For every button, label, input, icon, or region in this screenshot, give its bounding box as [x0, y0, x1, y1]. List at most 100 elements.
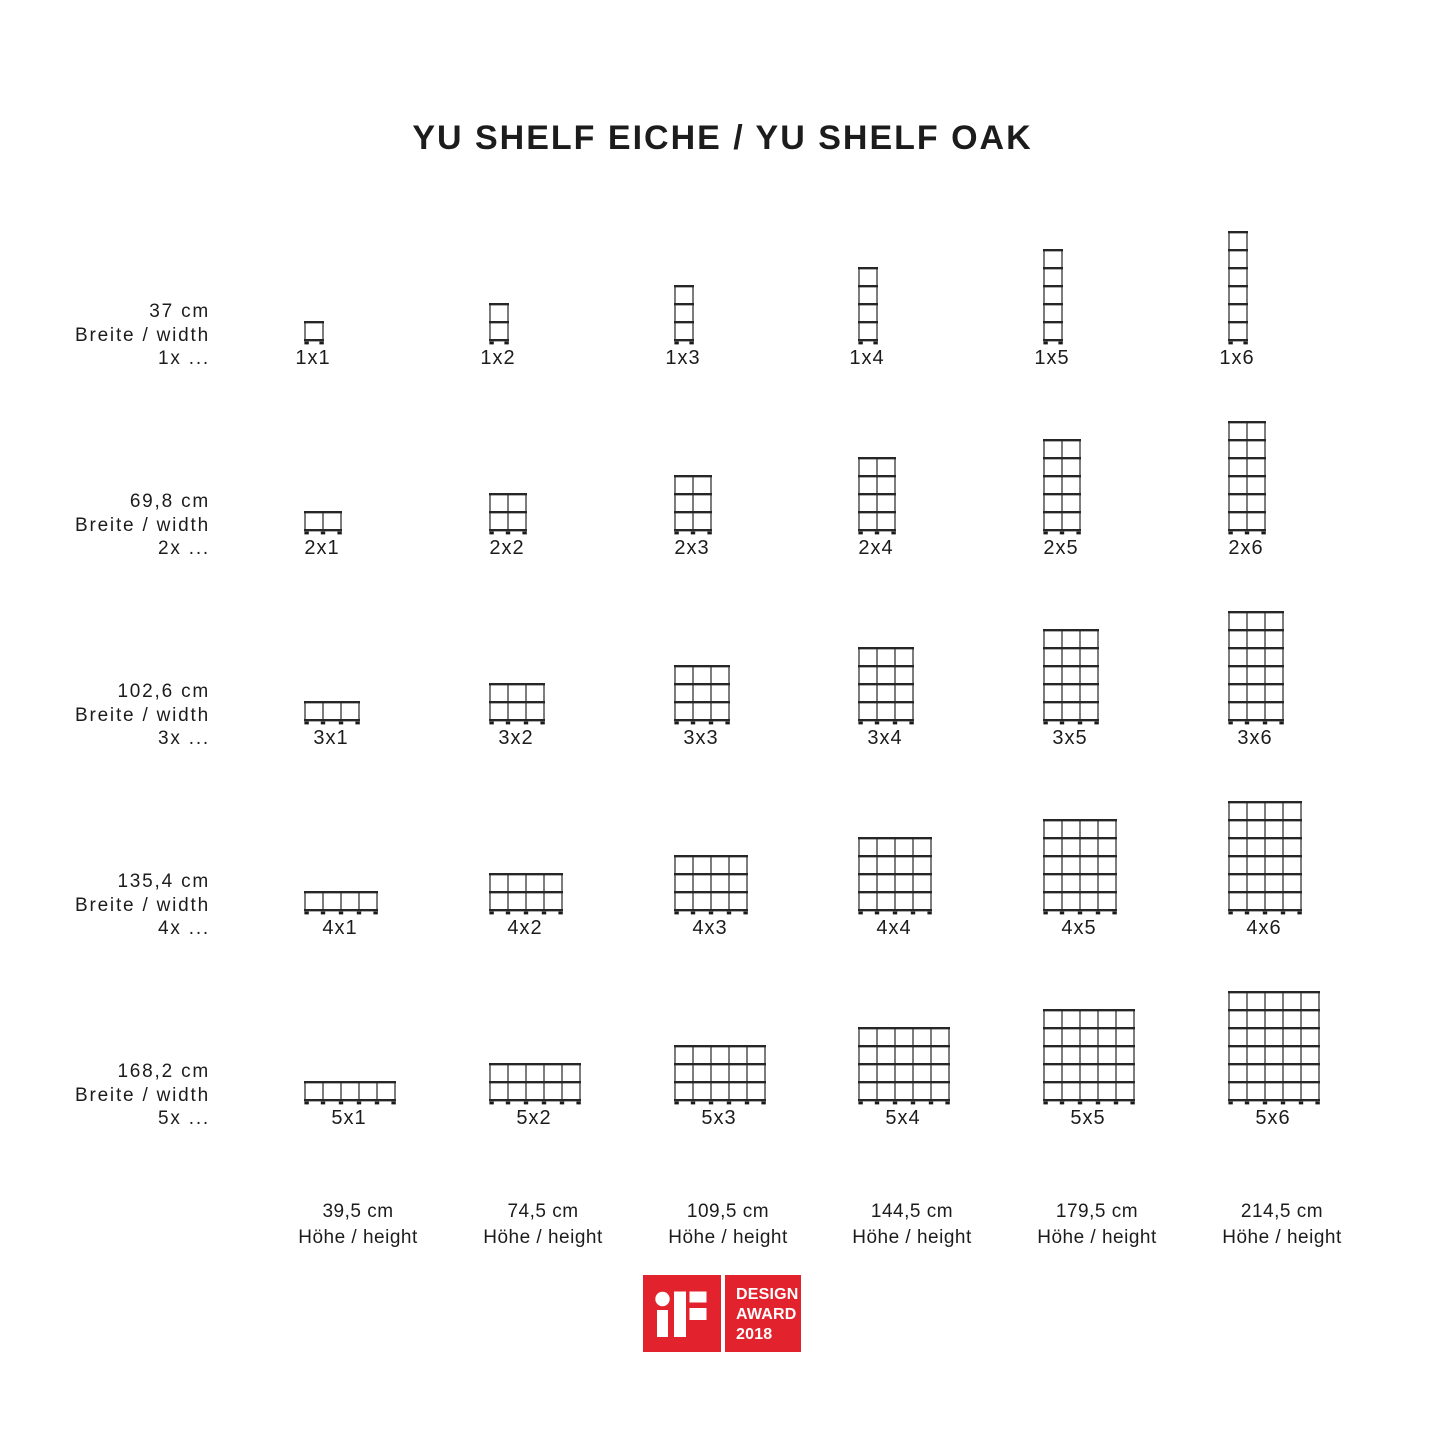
shelf-size-label: 2x2 [489, 537, 525, 559]
shelf-size-label: 1x1 [295, 347, 331, 369]
shelf-figure-5x5 [1043, 1009, 1135, 1105]
row-width-label-2x: 69,8 cm Breite / width 2x ... [0, 490, 210, 561]
shelf-figure-2x3 [674, 475, 712, 535]
column-height-label-5: 179,5 cm Höhe / height [1002, 1199, 1192, 1251]
shelf-figure-5x2 [489, 1063, 581, 1105]
shelf-figure-4x5 [1043, 819, 1117, 915]
shelf-figure-5x1 [304, 1081, 396, 1105]
award-text-line: 2018 [736, 1326, 773, 1343]
shelf-figure-5x3 [674, 1045, 766, 1105]
shelf-figure-2x5 [1043, 439, 1081, 535]
dimension-label: Breite / width [74, 894, 210, 916]
shelf-figure-5x6 [1228, 991, 1320, 1105]
column-height-label-4: 144,5 cm Höhe / height [817, 1199, 1007, 1251]
height-cm-label: 39,5 cm [322, 1201, 394, 1222]
dimension-label: Breite / width [74, 514, 210, 536]
shelf-figure-2x2 [489, 493, 527, 535]
height-cm-label: 109,5 cm [686, 1201, 770, 1222]
row-width-label-1x: 37 cm Breite / width 1x ... [0, 300, 210, 371]
shelf-figure-3x3 [674, 665, 730, 725]
column-height-label-2: 74,5 cm Höhe / height [448, 1199, 638, 1251]
shelf-size-label: 4x2 [507, 917, 543, 939]
shelf-size-label: 5x4 [885, 1107, 921, 1129]
dimension-label: Breite / width [74, 704, 210, 726]
dimension-label: Breite / width [74, 324, 210, 346]
dimension-label: Höhe / height [1222, 1227, 1342, 1248]
units-label: 5x ... [158, 1108, 210, 1129]
dimension-label: Breite / width [74, 1084, 210, 1106]
shelf-figure-1x4 [858, 267, 878, 345]
height-cm-label: 179,5 cm [1055, 1201, 1139, 1222]
width-cm-label: 135,4 cm [117, 871, 210, 892]
dimension-label: Höhe / height [852, 1227, 972, 1248]
shelf-figure-3x5 [1043, 629, 1099, 725]
shelf-size-label: 5x1 [331, 1107, 367, 1129]
width-cm-label: 69,8 cm [129, 491, 210, 512]
units-label: 4x ... [158, 918, 210, 939]
shelf-figure-4x4 [858, 837, 932, 915]
dimension-label: Höhe / height [298, 1227, 418, 1248]
shelf-size-label: 1x6 [1219, 347, 1255, 369]
shelf-size-label: 1x2 [480, 347, 516, 369]
shelf-size-label: 5x5 [1070, 1107, 1106, 1129]
page-title: YU SHELF EICHE / YU SHELF OAK [412, 119, 1033, 157]
shelf-size-label: 3x3 [683, 727, 719, 749]
width-cm-label: 168,2 cm [117, 1061, 210, 1082]
shelf-figure-1x1 [304, 321, 324, 345]
height-cm-label: 144,5 cm [870, 1201, 954, 1222]
height-cm-label: 214,5 cm [1240, 1201, 1324, 1222]
shelf-size-label: 3x4 [867, 727, 903, 749]
shelf-size-label: 2x1 [304, 537, 340, 559]
column-height-label-6: 214,5 cm Höhe / height [1187, 1199, 1377, 1251]
height-cm-label: 74,5 cm [507, 1201, 579, 1222]
units-label: 3x ... [158, 728, 210, 749]
shelf-figure-1x5 [1043, 249, 1063, 345]
shelf-size-label: 1x3 [665, 347, 701, 369]
shelf-size-label: 5x6 [1255, 1107, 1291, 1129]
dimension-label: Höhe / height [668, 1227, 788, 1248]
width-cm-label: 37 cm [149, 301, 210, 322]
shelf-size-label: 1x5 [1034, 347, 1070, 369]
shelf-figure-2x1 [304, 511, 342, 535]
dimension-label: Höhe / height [1037, 1227, 1157, 1248]
column-height-label-1: 39,5 cm Höhe / height [263, 1199, 453, 1251]
shelf-figure-1x2 [489, 303, 509, 345]
row-width-label-3x: 102,6 cm Breite / width 3x ... [0, 680, 210, 751]
shelf-figure-1x3 [674, 285, 694, 345]
award-text-line: AWARD [736, 1306, 797, 1323]
if-logo-icon [643, 1275, 721, 1352]
shelf-figure-3x4 [858, 647, 914, 725]
shelf-size-label: 5x3 [701, 1107, 737, 1129]
shelf-figure-4x2 [489, 873, 563, 915]
shelf-figure-4x6 [1228, 801, 1302, 915]
shelf-figure-2x4 [858, 457, 896, 535]
shelf-size-label: 3x5 [1052, 727, 1088, 749]
award-text: DESIGN AWARD 2018 [725, 1275, 801, 1352]
shelf-figure-3x1 [304, 701, 360, 725]
shelf-figure-4x3 [674, 855, 748, 915]
shelf-size-label: 2x6 [1228, 537, 1264, 559]
column-height-label-3: 109,5 cm Höhe / height [633, 1199, 823, 1251]
shelf-size-label: 4x3 [692, 917, 728, 939]
shelf-figure-5x4 [858, 1027, 950, 1105]
award-text-line: DESIGN [736, 1286, 799, 1303]
row-width-label-5x: 168,2 cm Breite / width 5x ... [0, 1060, 210, 1131]
shelf-size-label: 4x5 [1061, 917, 1097, 939]
shelf-figure-1x6 [1228, 231, 1248, 345]
if-design-award-logo: DESIGN AWARD 2018 [643, 1275, 801, 1352]
shelf-size-label: 2x3 [674, 537, 710, 559]
width-cm-label: 102,6 cm [117, 681, 210, 702]
shelf-figure-3x2 [489, 683, 545, 725]
row-width-label-4x: 135,4 cm Breite / width 4x ... [0, 870, 210, 941]
shelf-figure-2x6 [1228, 421, 1266, 535]
shelf-size-label: 3x2 [498, 727, 534, 749]
shelf-size-label: 2x4 [858, 537, 894, 559]
shelf-figure-3x6 [1228, 611, 1284, 725]
shelf-size-label: 3x1 [313, 727, 349, 749]
shelf-figure-4x1 [304, 891, 378, 915]
shelf-size-label: 4x4 [876, 917, 912, 939]
shelf-size-label: 5x2 [516, 1107, 552, 1129]
units-label: 1x ... [158, 348, 210, 369]
units-label: 2x ... [158, 538, 210, 559]
